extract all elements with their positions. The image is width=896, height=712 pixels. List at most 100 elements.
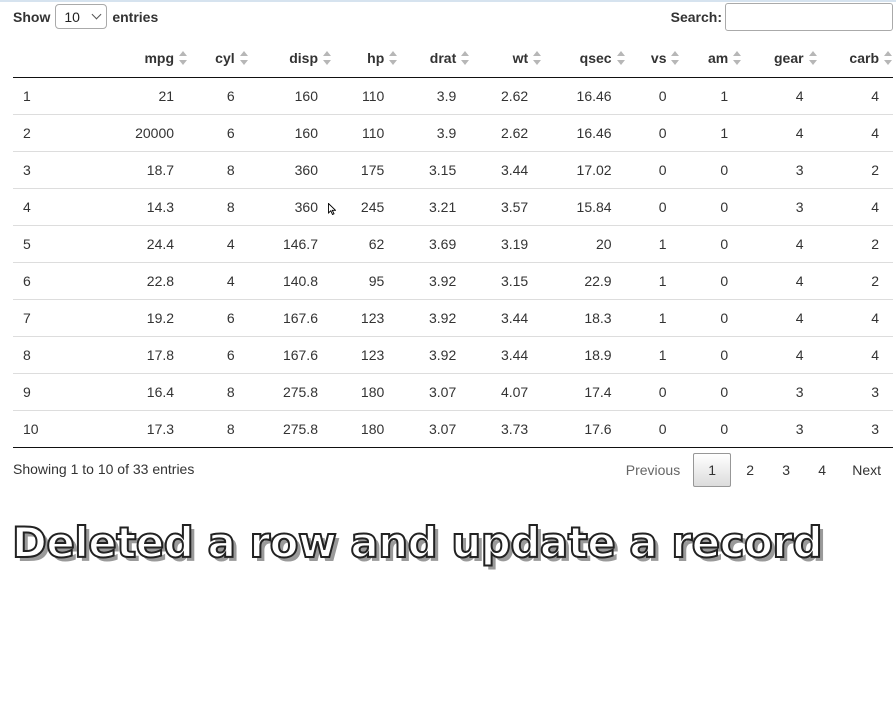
cell-carb[interactable]: 4 [817, 188, 893, 226]
cell-wt[interactable]: 2.62 [500, 88, 529, 104]
cell-cyl[interactable]: 8 [188, 410, 249, 448]
previous-page-button[interactable]: Previous [625, 462, 681, 478]
cell-am[interactable]: 0 [680, 299, 743, 337]
cell-drat[interactable]: 3.07 [398, 373, 471, 411]
cell-gear[interactable]: 3 [742, 373, 818, 411]
cell-qsec[interactable]: 17.02 [542, 151, 626, 189]
table-row[interactable]: 3 18.7 8 360 175 3.15 3.44 17.02 0 0 3 2 [13, 151, 893, 189]
column-header-cyl[interactable]: cyl [188, 39, 249, 78]
cell-wt[interactable]: 2.62 [470, 114, 543, 152]
cell-hp[interactable]: 180 [332, 373, 399, 411]
row-index-cell[interactable]: 10 [13, 410, 99, 448]
page-button-3[interactable]: 3 [782, 462, 791, 478]
cell-mpg[interactable]: 17.3 [99, 410, 189, 448]
cell-carb[interactable]: 2 [817, 151, 893, 189]
cell-gear[interactable]: 4 [742, 225, 818, 263]
cell-gear[interactable]: 4 [742, 262, 818, 300]
cell-vs[interactable]: 0 [625, 373, 681, 411]
cell-carb[interactable]: 4 [871, 88, 879, 104]
cell-cyl[interactable]: 4 [188, 225, 249, 263]
table-row[interactable]: 10 17.3 8 275.8 180 3.07 3.73 17.6 0 0 3 3 [13, 410, 893, 448]
cell-am[interactable]: 0 [680, 225, 743, 263]
cell-mpg[interactable]: 21 [158, 88, 175, 104]
table-row[interactable]: 9 16.4 8 275.8 180 3.07 4.07 17.4 0 0 3 3 [13, 373, 893, 411]
column-header-am[interactable]: am [680, 39, 743, 78]
cell-cyl[interactable]: 4 [188, 262, 249, 300]
cell-cyl[interactable]: 8 [188, 151, 249, 189]
cell-disp[interactable]: 160 [294, 88, 318, 104]
cell-carb[interactable]: 4 [817, 299, 893, 337]
cell-disp[interactable]: 146.7 [248, 225, 332, 263]
cell-qsec[interactable]: 18.9 [542, 336, 626, 374]
cell-am[interactable]: 0 [680, 151, 743, 189]
column-header-drat[interactable]: drat [398, 39, 471, 78]
cell-hp[interactable]: 245 [332, 188, 399, 226]
cell-gear[interactable]: 3 [742, 410, 818, 448]
cell-wt[interactable]: 3.57 [470, 188, 543, 226]
column-header-index[interactable] [13, 39, 99, 78]
cell-vs[interactable]: 0 [625, 188, 681, 226]
cell-mpg[interactable]: 17.8 [99, 336, 189, 374]
cell-gear[interactable]: 3 [742, 188, 818, 226]
cell-carb[interactable]: 4 [817, 114, 893, 152]
table-row[interactable]: 6 22.8 4 140.8 95 3.92 3.15 22.9 1 0 4 2 [13, 262, 893, 300]
page-button-1[interactable]: 1 [693, 453, 732, 487]
cell-cyl[interactable]: 8 [188, 188, 249, 226]
cell-drat[interactable]: 3.92 [398, 262, 471, 300]
row-index-cell[interactable]: 4 [13, 188, 99, 226]
row-index-cell[interactable]: 9 [13, 373, 99, 411]
cell-mpg[interactable]: 20000 [99, 114, 189, 152]
table-row[interactable]: 4 14.3 8 360 245 3.21 3.57 15.84 0 0 3 4 [13, 188, 893, 226]
column-header-mpg[interactable]: mpg [99, 39, 189, 78]
table-row[interactable]: 5 24.4 4 146.7 62 3.69 3.19 20 1 0 4 2 [13, 225, 893, 263]
row-index-cell[interactable]: 2 [13, 114, 99, 152]
cell-hp[interactable]: 110 [332, 114, 399, 152]
cell-carb[interactable]: 3 [817, 373, 893, 411]
cell-vs[interactable]: 0 [658, 88, 667, 104]
column-header-disp[interactable]: disp [248, 39, 332, 78]
cell-carb[interactable]: 2 [817, 225, 893, 263]
cell-am[interactable]: 0 [680, 410, 743, 448]
cell-hp[interactable]: 180 [332, 410, 399, 448]
entries-per-page-select[interactable]: 10 [55, 4, 108, 29]
cell-wt[interactable]: 3.15 [470, 262, 543, 300]
cell-carb[interactable]: 3 [817, 410, 893, 448]
cell-vs[interactable]: 1 [625, 299, 681, 337]
cell-carb[interactable]: 4 [817, 336, 893, 374]
cell-qsec[interactable]: 16.46 [576, 88, 612, 104]
cell-wt[interactable]: 3.19 [470, 225, 543, 263]
cell-vs[interactable]: 1 [625, 336, 681, 374]
cell-mpg[interactable]: 19.2 [99, 299, 189, 337]
cell-qsec[interactable]: 18.3 [542, 299, 626, 337]
cell-drat[interactable]: 3.9 [398, 114, 471, 152]
column-header-wt[interactable]: wt [470, 39, 543, 78]
cell-disp[interactable]: 275.8 [248, 410, 332, 448]
cell-vs[interactable]: 0 [625, 114, 681, 152]
cell-drat[interactable]: 3.92 [398, 336, 471, 374]
cell-qsec[interactable]: 20 [542, 225, 626, 263]
cell-drat[interactable]: 3.15 [398, 151, 471, 189]
cell-cyl[interactable]: 6 [188, 299, 249, 337]
cell-drat[interactable]: 3.9 [436, 88, 457, 104]
cell-vs[interactable]: 0 [625, 151, 681, 189]
page-button-4[interactable]: 4 [818, 462, 827, 478]
cell-wt[interactable]: 3.44 [470, 151, 543, 189]
cell-hp[interactable]: 123 [332, 336, 399, 374]
cell-gear[interactable]: 4 [795, 88, 804, 104]
cell-gear[interactable]: 4 [742, 336, 818, 374]
cell-cyl[interactable]: 6 [226, 88, 235, 104]
cell-cyl[interactable]: 6 [188, 114, 249, 152]
cell-wt[interactable]: 4.07 [470, 373, 543, 411]
cell-hp[interactable]: 95 [332, 262, 399, 300]
cell-hp[interactable]: 123 [332, 299, 399, 337]
row-index-cell[interactable]: 7 [13, 299, 99, 337]
column-header-gear[interactable]: gear [742, 39, 818, 78]
cell-drat[interactable]: 3.92 [398, 299, 471, 337]
cell-disp[interactable]: 360 [248, 151, 332, 189]
cell-vs[interactable]: 0 [625, 410, 681, 448]
cell-disp[interactable]: 160 [248, 114, 332, 152]
cell-wt[interactable]: 3.73 [470, 410, 543, 448]
cell-disp[interactable]: 140.8 [248, 262, 332, 300]
column-header-carb[interactable]: carb [817, 39, 893, 78]
cell-drat[interactable]: 3.21 [398, 188, 471, 226]
